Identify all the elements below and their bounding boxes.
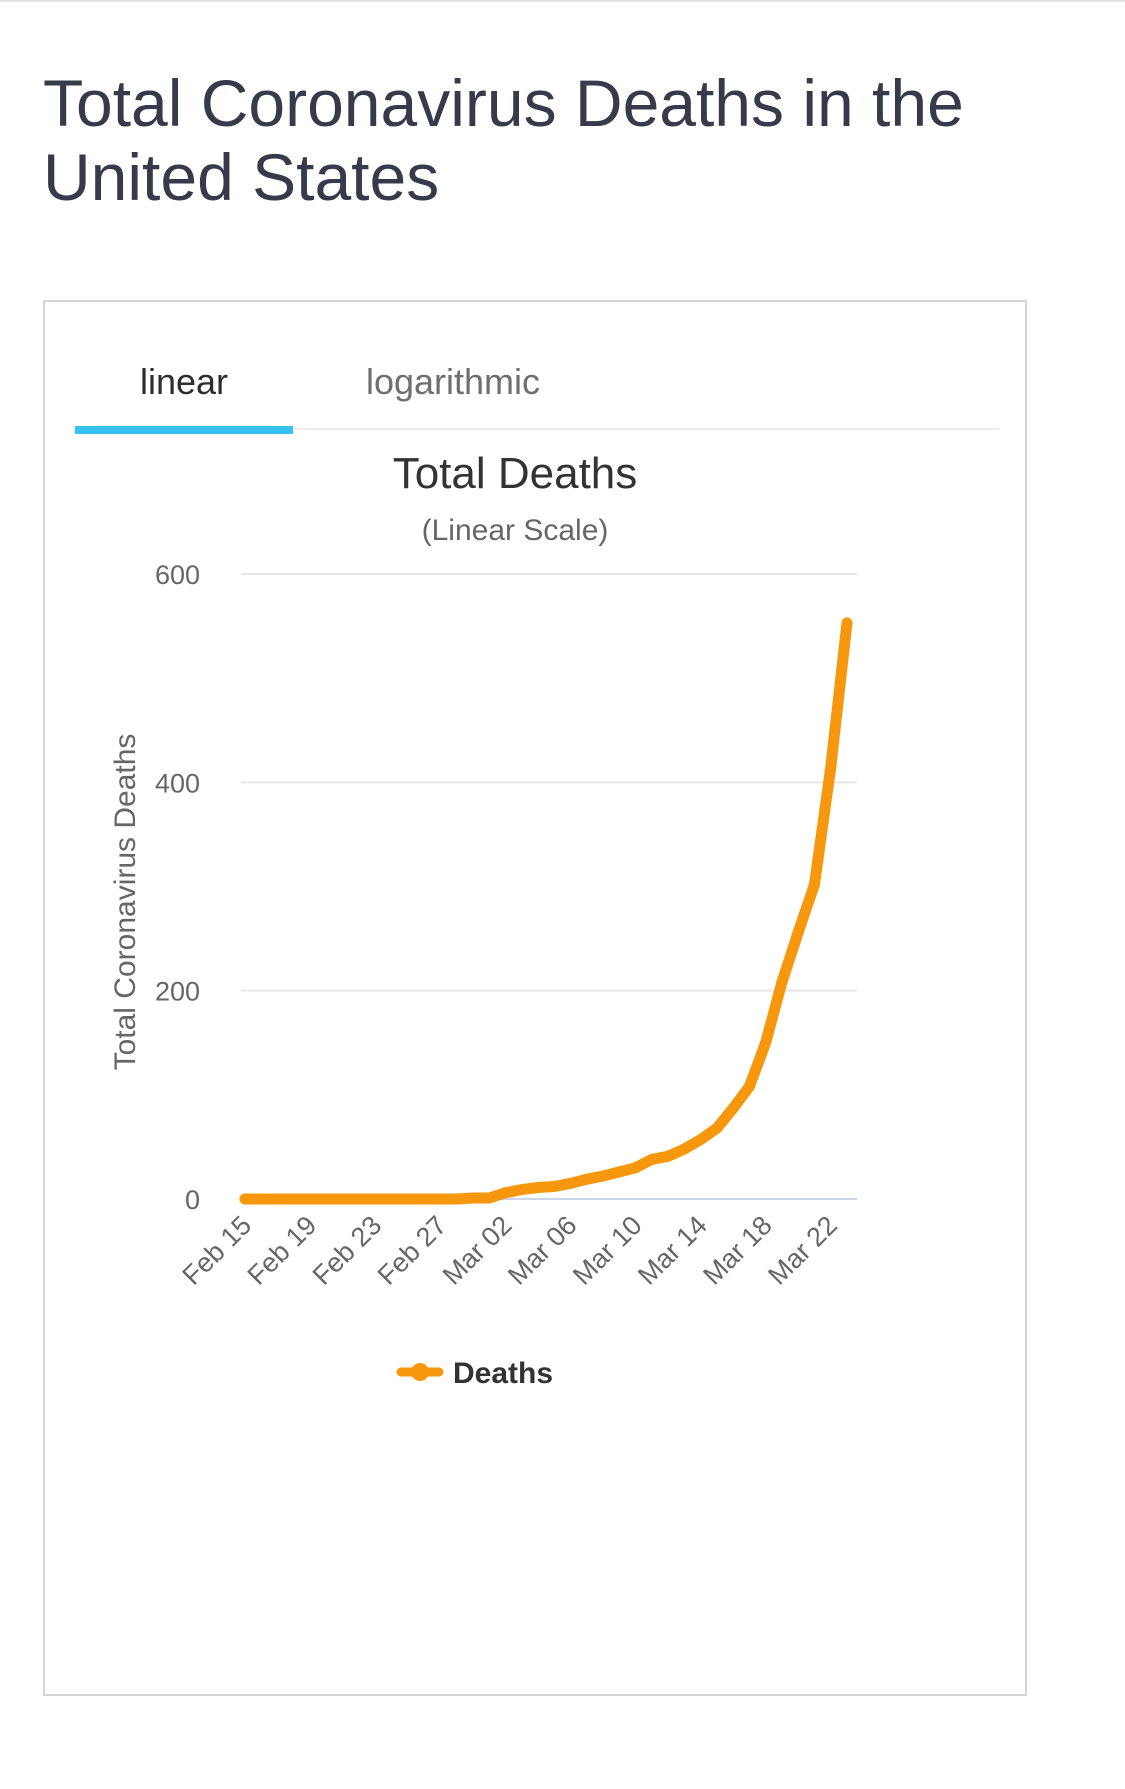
x-tick-label: Feb 27: [372, 1210, 453, 1291]
x-tick-label: Mar 14: [632, 1210, 713, 1291]
data-point[interactable]: [662, 1150, 674, 1162]
data-point[interactable]: [320, 1193, 332, 1205]
data-point[interactable]: [548, 1181, 560, 1192]
legend-marker-icon: [411, 1363, 429, 1381]
x-tick-label: Feb 23: [307, 1210, 388, 1291]
data-point[interactable]: [727, 1102, 739, 1114]
series-line-deaths: [239, 617, 853, 1205]
x-tick-label: Mar 02: [437, 1210, 518, 1291]
chart-title: Total Deaths: [393, 449, 638, 498]
active-tab-indicator: [75, 426, 293, 434]
data-point[interactable]: [483, 1192, 495, 1204]
x-tick-label: Mar 18: [697, 1210, 778, 1291]
top-divider: [0, 0, 1125, 2]
y-tick-label: 400: [155, 768, 200, 798]
data-point[interactable]: [369, 1193, 381, 1205]
data-point[interactable]: [255, 1193, 267, 1205]
y-axis-title: Total Coronavirus Deaths: [109, 734, 142, 1071]
data-point[interactable]: [841, 617, 853, 629]
y-tick-label: 600: [155, 560, 200, 590]
data-point[interactable]: [516, 1184, 528, 1196]
chart-subtitle: (Linear Scale): [422, 514, 609, 547]
page-title: Total Coronavirus Deaths in the United S…: [43, 66, 964, 214]
data-point[interactable]: [499, 1187, 511, 1199]
x-tick-label: Mar 10: [567, 1210, 648, 1291]
x-tick-label: Feb 15: [177, 1210, 258, 1291]
data-point[interactable]: [597, 1170, 609, 1182]
data-point[interactable]: [337, 1193, 349, 1205]
tab-logarithmic[interactable]: logarithmic: [365, 361, 541, 402]
data-point[interactable]: [678, 1143, 690, 1155]
chart-card: linear logarithmic Total Deaths (Linear …: [43, 300, 1027, 1696]
data-point[interactable]: [825, 762, 837, 774]
legend-label: Deaths: [453, 1357, 553, 1390]
data-point[interactable]: [272, 1193, 284, 1205]
data-point[interactable]: [532, 1182, 544, 1194]
data-point[interactable]: [613, 1166, 625, 1178]
data-point[interactable]: [792, 926, 804, 938]
data-point[interactable]: [743, 1081, 755, 1092]
data-point[interactable]: [288, 1193, 300, 1205]
data-point[interactable]: [808, 878, 820, 890]
data-point[interactable]: [239, 1193, 251, 1205]
data-point[interactable]: [564, 1177, 576, 1189]
scale-tabs: linear logarithmic: [75, 352, 999, 434]
y-tick-label: 200: [155, 977, 200, 1007]
data-point[interactable]: [418, 1193, 430, 1205]
data-point[interactable]: [776, 976, 788, 988]
data-point[interactable]: [353, 1193, 365, 1205]
x-tick-label: Feb 19: [242, 1210, 323, 1291]
legend[interactable]: Deaths: [396, 1357, 553, 1390]
data-point[interactable]: [451, 1193, 463, 1205]
data-point[interactable]: [402, 1193, 414, 1205]
data-point[interactable]: [760, 1037, 772, 1049]
series-deaths: [239, 617, 853, 1205]
tabs-divider: [75, 428, 999, 430]
data-point[interactable]: [646, 1153, 658, 1165]
tab-linear[interactable]: linear: [139, 361, 229, 402]
data-point[interactable]: [467, 1192, 479, 1204]
data-point[interactable]: [304, 1193, 316, 1205]
data-point[interactable]: [695, 1134, 707, 1146]
chart-svg: Total Deaths (Linear Scale) Total Corona…: [109, 449, 857, 1390]
y-axis-ticks: 0 200 400 600: [155, 560, 200, 1215]
data-point[interactable]: [385, 1193, 397, 1205]
data-point[interactable]: [434, 1193, 446, 1205]
data-point[interactable]: [581, 1173, 593, 1185]
grid-lines: [241, 573, 857, 1200]
x-tick-label: Mar 22: [762, 1210, 843, 1291]
data-point[interactable]: [711, 1122, 723, 1134]
x-tick-label: Mar 06: [502, 1210, 583, 1291]
y-tick-label: 0: [185, 1185, 200, 1215]
data-point[interactable]: [629, 1162, 641, 1174]
